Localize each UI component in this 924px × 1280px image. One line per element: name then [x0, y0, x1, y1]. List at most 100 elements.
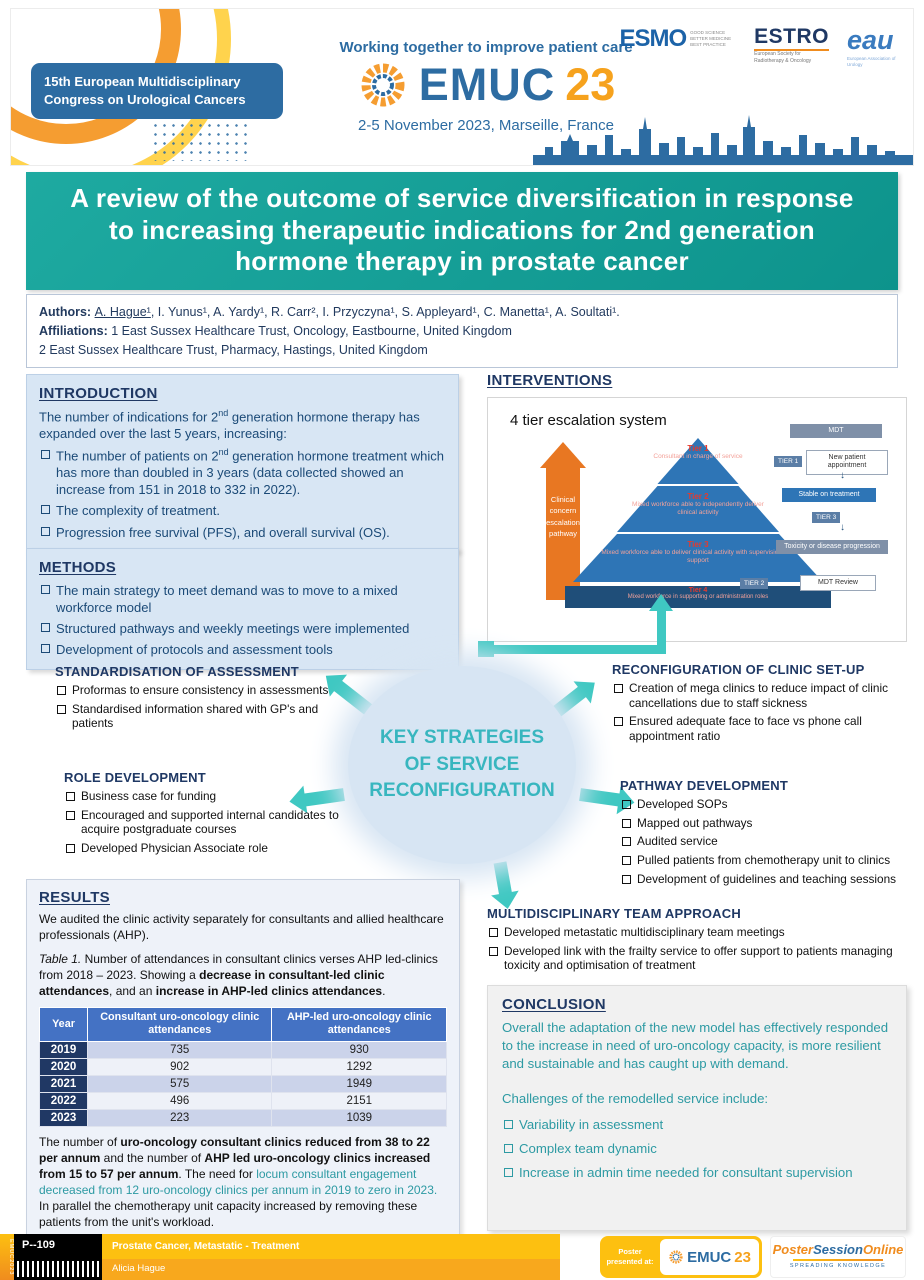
badge-line2: Congress on Urological Cancers	[44, 92, 246, 108]
escalation-arrow-icon: Clinical concern escalation pathway	[540, 442, 586, 600]
results-heading: RESULTS	[39, 889, 110, 906]
flow-mdt: MDT	[790, 424, 882, 439]
list-item: Audited service	[620, 834, 908, 849]
arrow-to-pathway-icon	[579, 788, 621, 807]
presenting-author: A. Hague¹	[94, 305, 151, 319]
key-strategies-circle: KEY STRATEGIES OF SERVICE RECONFIGURATIO…	[348, 666, 576, 864]
estro-logo: ESTRO European Society for Radiotherapy …	[754, 25, 829, 64]
pso-swoosh-icon	[793, 1259, 883, 1261]
table-row: 2021 575 1949	[39, 1074, 447, 1093]
connector-arrowhead-icon	[649, 594, 673, 611]
list-item: Increase in admin time needed for consul…	[502, 1165, 892, 1180]
poster-title: A review of the outcome of service diver…	[26, 172, 898, 290]
flow-mdt-review: MDT Review	[800, 575, 876, 592]
introduction-list: The number of patients on 2nd generation…	[39, 447, 446, 541]
partner-logos: ESMO GOOD SCIENCE BETTER MEDICINE BEST P…	[619, 25, 901, 69]
list-item: Business case for funding	[64, 789, 344, 804]
table-row: 2020 902 1292	[39, 1057, 447, 1076]
presented-at-badge: Poster presented at: EMUC 23	[600, 1236, 762, 1278]
list-item: Developed SOPs	[620, 797, 908, 812]
attendance-table: Year Consultant uro-oncology clinic atte…	[39, 1006, 447, 1127]
table-row: 2019 735 930	[39, 1040, 447, 1059]
flow-toxicity: Toxicity or disease progression	[776, 540, 888, 555]
flow-stable: Stable on treatment	[782, 488, 876, 503]
flow-tier2-chip: TIER 2	[740, 578, 769, 589]
author-list: , I. Yunus¹, A. Yardy¹, R. Carr², I. Prz…	[150, 305, 620, 319]
table-row: 2022 496 2151	[39, 1091, 447, 1110]
sun-icon	[669, 1250, 683, 1264]
methods-heading: METHODS	[39, 559, 117, 576]
affiliation-line-1: Affiliations: 1 East Sussex Healthcare T…	[39, 323, 512, 338]
list-item: Variability in assessment	[502, 1117, 892, 1132]
skyline-graphic	[533, 115, 913, 165]
conclusion-list: Variability in assessment Complex team d…	[502, 1117, 892, 1180]
conclusion-section: CONCLUSION Overall the adaptation of the…	[487, 985, 907, 1231]
emuc-logo-text: EMUC	[418, 59, 556, 110]
list-item: The number of patients on 2nd generation…	[39, 447, 446, 499]
list-item: Structured pathways and weekly meetings …	[39, 620, 446, 637]
list-item: Pulled patients from chemotherapy unit t…	[620, 853, 908, 868]
list-item: Development of protocols and assessment …	[39, 641, 446, 658]
connector-square-icon	[478, 641, 494, 657]
diagram-title: 4 tier escalation system	[510, 412, 667, 429]
strategy-pathway-development: PATHWAY DEVELOPMENT Developed SOPs Mappe…	[620, 778, 908, 887]
results-paragraph-1: We audited the clinic activity separatel…	[39, 912, 444, 942]
flow-tier1-chip: TIER 1	[774, 456, 803, 467]
interventions-heading: INTERVENTIONS	[487, 372, 613, 389]
affiliations-label: Affiliations:	[39, 323, 112, 338]
table-header-row: Year Consultant uro-oncology clinic atte…	[39, 1006, 447, 1042]
list-item: The main strategy to meet demand was to …	[39, 582, 446, 616]
tier3-label: Tier 3 Mixed workforce able to deliver c…	[601, 540, 795, 565]
tier2-label: Tier 2 Mixed workforce able to independe…	[632, 492, 764, 517]
connector-vbar-icon	[657, 610, 666, 654]
methods-section: METHODS The main strategy to meet demand…	[26, 548, 459, 670]
results-paragraph-2: The number of uro-oncology consultant cl…	[39, 1134, 438, 1229]
footer-topic: Prostate Cancer, Metastatic - Treatment	[102, 1234, 560, 1259]
conclusion-paragraph: Overall the adaptation of the new model …	[502, 1020, 889, 1072]
list-item: Developed Physician Associate role	[64, 841, 344, 856]
escalation-arrow-label: Clinical concern escalation pathway	[546, 468, 580, 600]
list-item: Developed link with the frailty service …	[487, 944, 911, 973]
strategy-role-development: ROLE DEVELOPMENT Business case for fundi…	[64, 770, 344, 856]
footer-presenter: Alicia Hague	[102, 1259, 560, 1280]
tier4-label: Tier 4 Mixed workforce in supporting or …	[627, 587, 769, 600]
list-item: Complex team dynamic	[502, 1141, 892, 1156]
list-item: Proformas to ensure consistency in asses…	[55, 683, 355, 698]
date-location: 2-5 November 2023, Marseille, France	[358, 117, 614, 134]
list-item: The complexity of treatment.	[39, 502, 446, 519]
arrow-to-mdt-icon	[493, 861, 512, 896]
results-section: RESULTS We audited the clinic activity s…	[26, 879, 460, 1241]
introduction-section: INTRODUCTION The number of indications f…	[26, 374, 459, 552]
presented-at-label: Poster presented at:	[606, 1247, 654, 1266]
badge-line1: 15th European Multidisciplinary	[44, 74, 241, 89]
escalation-diagram: 4 tier escalation system Clinical concer…	[487, 397, 907, 642]
eau-logo: eau European Association of Urology	[847, 25, 896, 68]
list-item: Ensured adequate face to face vs phone c…	[612, 714, 910, 743]
flow-down-arrow-icon: ↓	[840, 522, 845, 533]
postersessiononline-logo: PosterSessionOnline SPREADING KNOWLEDGE	[770, 1236, 906, 1278]
strategy-mdt-approach: MULTIDISCIPLINARY TEAM APPROACH Develope…	[487, 906, 911, 973]
introduction-lead: The number of indications for 2nd genera…	[39, 408, 420, 442]
methods-list: The main strategy to meet demand was to …	[39, 582, 446, 659]
flow-new-patient: New patient appointment	[806, 450, 888, 475]
header-banner: 15th European Multidisciplinary Congress…	[10, 8, 914, 166]
footer: EMUC2023 P--109 Prostate Cancer, Metasta…	[0, 1234, 924, 1280]
list-item: Developed metastatic multidisciplinary t…	[487, 925, 911, 940]
congress-badge: 15th European Multidisciplinary Congress…	[31, 63, 283, 120]
list-item: Progression free survival (PFS), and ove…	[39, 524, 446, 541]
esmo-logo: ESMO GOOD SCIENCE BETTER MEDICINE BEST P…	[619, 25, 732, 52]
list-item: Development of guidelines and teaching s…	[620, 872, 908, 887]
emuc-logo-year: 23	[565, 59, 616, 110]
affiliation-line-2: 2 East Sussex Healthcare Trust, Pharmacy…	[39, 342, 428, 357]
flow-tier3-chip: TIER 3	[812, 512, 841, 523]
tier-pyramid: Tier 1 Consultant in charge of service T…	[565, 438, 831, 610]
authors-label: Authors:	[39, 305, 95, 319]
conclusion-heading: CONCLUSION	[502, 996, 606, 1013]
table-row: 2023 223 1039	[39, 1108, 447, 1127]
authors-box: Authors: A. Hague¹, I. Yunus¹, A. Yardy¹…	[26, 294, 898, 369]
list-item: Creation of mega clinics to reduce impac…	[612, 681, 910, 710]
connector-hbar-icon	[494, 645, 662, 654]
table-caption: Table 1. Number of attendances in consul…	[39, 951, 438, 998]
emuc-logo: EMUC 23	[311, 59, 661, 111]
sun-icon	[361, 63, 405, 107]
